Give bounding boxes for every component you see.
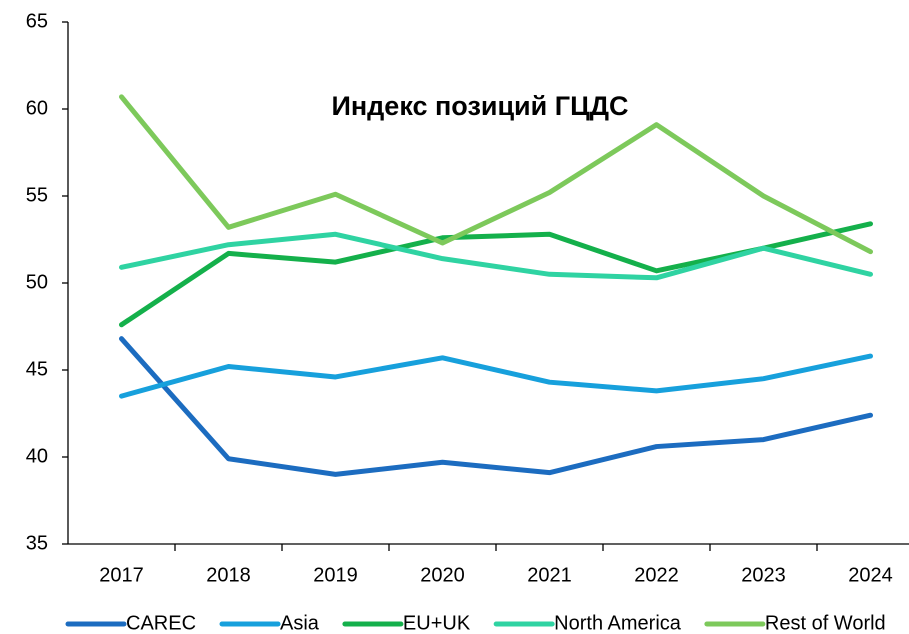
y-tick-label: 40 <box>26 445 48 467</box>
x-tick-label: 2022 <box>634 564 679 586</box>
legend-label: Asia <box>280 612 320 634</box>
legend-label: CAREC <box>126 612 196 634</box>
y-tick-label: 35 <box>26 532 48 554</box>
y-tick-label: 55 <box>26 184 48 206</box>
series-line <box>119 353 873 399</box>
series-line <box>119 336 873 477</box>
x-tick-label: 2021 <box>527 564 572 586</box>
y-tick-label: 60 <box>26 97 48 119</box>
legend-label: Rest of World <box>765 612 886 634</box>
y-tick-label: 50 <box>26 271 48 293</box>
series-line <box>119 221 873 328</box>
x-tick-label: 2024 <box>848 564 893 586</box>
legend-label: EU+UK <box>403 612 471 634</box>
legend-label: North America <box>554 612 682 634</box>
x-tick-label: 2017 <box>99 564 144 586</box>
y-tick-label: 65 <box>26 10 48 32</box>
x-tick-label: 2023 <box>741 564 786 586</box>
chart-title: Индекс позиций ГЦДС <box>331 91 628 121</box>
series-line <box>119 94 873 255</box>
series-line <box>119 231 873 281</box>
x-tick-label: 2018 <box>206 564 251 586</box>
x-tick-label: 2019 <box>313 564 358 586</box>
x-tick-label: 2020 <box>420 564 465 586</box>
y-tick-label: 45 <box>26 358 48 380</box>
